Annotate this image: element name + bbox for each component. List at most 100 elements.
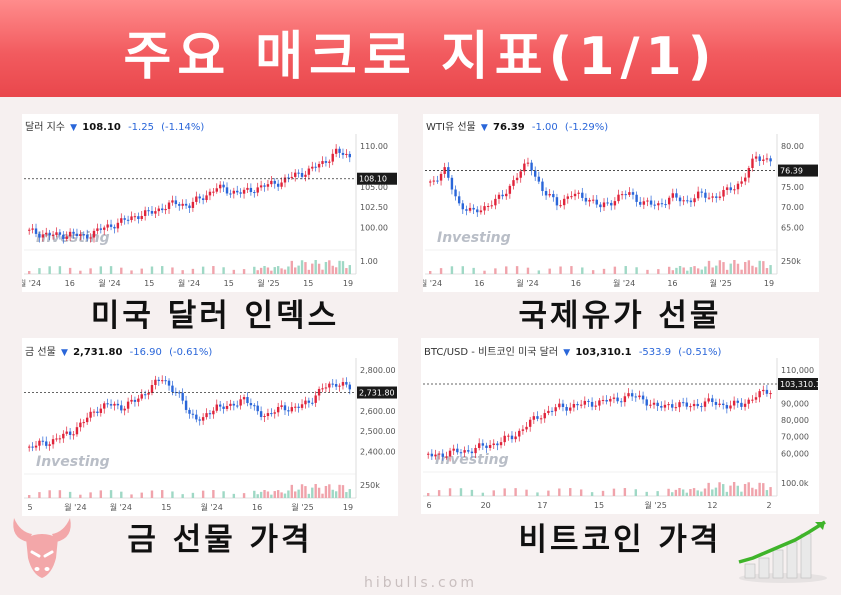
candle: [620, 401, 623, 403]
volume-bar: [754, 489, 758, 496]
volume-bar: [201, 266, 205, 274]
candle: [729, 405, 732, 409]
candle: [612, 397, 616, 399]
volume-bar: [635, 267, 638, 274]
candle: [345, 382, 348, 385]
candle: [290, 407, 294, 412]
volume-bar: [304, 486, 307, 498]
candle: [92, 411, 96, 413]
candle: [259, 411, 263, 417]
volume-bar: [765, 268, 769, 274]
chart-card-dollar-index: 달러 지수 ▼ 108.10 -1.25 (-1.14%) Investing 1…: [22, 114, 398, 292]
volume-bar: [729, 485, 732, 496]
volume-bar: [150, 266, 154, 274]
candle: [675, 193, 678, 198]
candle: [123, 218, 126, 220]
candle: [311, 166, 314, 169]
candle: [106, 224, 109, 228]
candle: [598, 400, 601, 406]
y-tick-label: 2,600.00: [360, 407, 396, 416]
candle: [120, 405, 123, 411]
volume-bar: [311, 487, 314, 498]
candle: [249, 187, 253, 193]
volume-bar: [212, 266, 215, 274]
down-arrow-icon: ▼: [480, 123, 488, 133]
candle: [154, 379, 157, 386]
candle: [594, 405, 597, 407]
volume-bar: [68, 267, 72, 274]
x-tick-label: 15: [303, 279, 313, 288]
candle: [334, 384, 338, 387]
y-tick-label: 110,000: [781, 366, 814, 375]
candle: [307, 168, 311, 175]
volume-bar: [681, 489, 685, 496]
candle: [565, 406, 568, 411]
candle: [273, 412, 276, 414]
x-tick-label: 2: [766, 501, 771, 510]
volume-bar: [259, 491, 263, 498]
candle: [689, 200, 693, 203]
x-tick-label: 15: [161, 503, 171, 512]
candle: [311, 402, 314, 404]
candle: [58, 438, 62, 440]
candle: [130, 399, 133, 402]
volume-bar: [140, 492, 143, 498]
candle: [536, 416, 539, 419]
candle: [229, 193, 232, 195]
candle: [610, 202, 613, 206]
down-arrow-icon: ▼: [70, 123, 78, 133]
candle: [198, 196, 201, 199]
candle: [72, 434, 75, 436]
candle: [685, 402, 688, 407]
candle: [164, 380, 167, 382]
candle: [232, 403, 236, 406]
candle: [266, 413, 270, 417]
volume-bar: [294, 491, 297, 498]
volume-bar: [722, 262, 725, 274]
current-price-label: 2,731.80: [359, 389, 395, 398]
volume-bar: [300, 260, 304, 274]
volume-bar: [201, 490, 205, 498]
candle: [38, 233, 41, 238]
candle: [490, 205, 493, 207]
candle: [579, 404, 583, 406]
volume-bar: [711, 489, 714, 496]
candle: [465, 209, 468, 211]
candle: [103, 227, 106, 230]
volume-bar: [345, 492, 348, 498]
candle: [639, 201, 642, 205]
volume-bar: [718, 260, 722, 274]
volume-bar: [448, 488, 452, 496]
volume-bar: [656, 491, 659, 496]
volume-bar: [674, 489, 678, 496]
candle: [181, 203, 184, 206]
y-tick-label: 80,000: [781, 416, 809, 425]
volume-bar: [191, 492, 195, 498]
candle: [656, 402, 659, 407]
volume-bar: [736, 485, 739, 496]
candle: [722, 189, 725, 197]
candle: [161, 208, 164, 211]
candle: [85, 417, 89, 423]
candle: [758, 156, 761, 161]
instrument-price: 2,731.80: [73, 347, 123, 358]
candle: [429, 181, 432, 183]
candle: [300, 172, 304, 177]
candle: [562, 198, 566, 206]
candle: [229, 403, 232, 406]
volume-bar: [276, 266, 280, 274]
volume-bar: [287, 490, 290, 498]
candle: [283, 177, 287, 183]
y-tick-label: 70,000: [781, 433, 809, 442]
candle: [113, 226, 116, 229]
candle: [195, 196, 198, 202]
candle: [263, 185, 266, 187]
candle: [103, 403, 106, 409]
candle: [751, 399, 754, 401]
x-tick-label: 월 '25: [291, 502, 313, 512]
candle: [126, 401, 130, 409]
volume-bar: [130, 494, 133, 498]
candle: [747, 399, 750, 404]
candle: [602, 202, 606, 208]
candle: [239, 192, 242, 194]
